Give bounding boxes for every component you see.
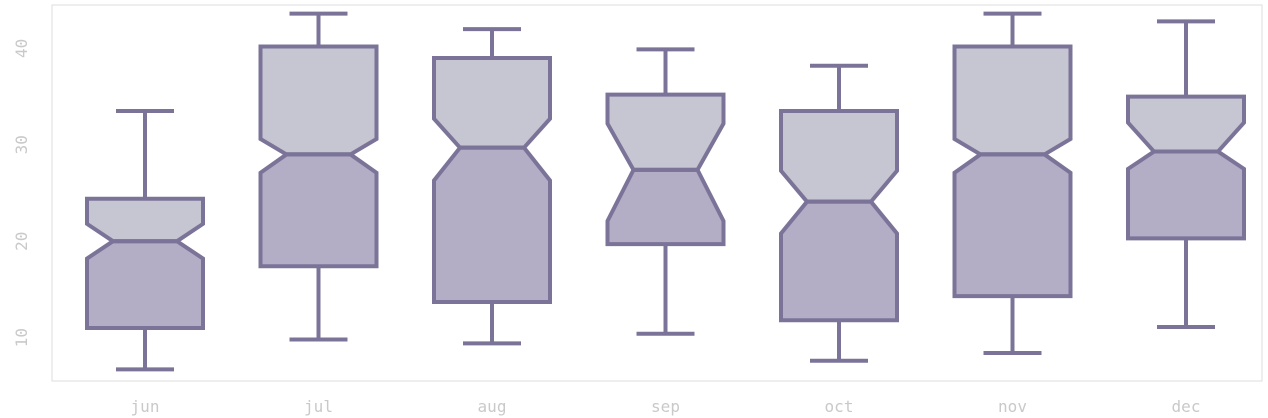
box-jun [85, 109, 205, 372]
box-series [85, 11, 1246, 372]
x-tick-label-nov: nov [998, 397, 1027, 416]
y-tick-label-40: 40 [12, 39, 31, 58]
box-lower-half-dec [1126, 149, 1246, 241]
x-tick-label-aug: aug [478, 397, 507, 416]
box-upper-half-sep [605, 92, 726, 172]
box-nov [952, 11, 1073, 356]
box-lower-half-oct [779, 199, 899, 323]
box-oct [779, 63, 899, 363]
x-tick-label-oct: oct [825, 397, 854, 416]
x-axis-ticks: jun jul aug sep oct nov dec [131, 397, 1201, 416]
box-upper-half-aug [432, 56, 552, 150]
box-lower-half-jun [85, 239, 205, 330]
y-tick-label-30: 30 [12, 135, 31, 154]
box-upper-half-jun [85, 196, 205, 244]
box-lower-half-nov [952, 152, 1073, 299]
plot-border [51, 4, 1263, 382]
box-upper-half-dec [1126, 94, 1246, 154]
plot-frame [51, 4, 1263, 382]
y-tick-label-20: 20 [12, 232, 31, 251]
box-jul [258, 11, 379, 342]
box-lower-half-sep [605, 167, 726, 247]
box-upper-half-jul [258, 44, 379, 157]
x-tick-label-dec: dec [1172, 397, 1201, 416]
y-tick-label-10: 10 [12, 328, 31, 347]
box-lower-half-jul [258, 152, 379, 269]
box-upper-half-oct [779, 109, 899, 204]
y-axis-ticks: 10 20 30 40 [12, 39, 31, 347]
box-dec [1126, 19, 1246, 330]
box-sep [605, 47, 726, 336]
x-tick-label-jul: jul [304, 397, 333, 416]
box-aug [432, 27, 552, 346]
box-upper-half-nov [952, 44, 1073, 157]
x-tick-label-sep: sep [651, 397, 680, 416]
x-tick-label-jun: jun [131, 397, 160, 416]
box-lower-half-aug [432, 145, 552, 304]
